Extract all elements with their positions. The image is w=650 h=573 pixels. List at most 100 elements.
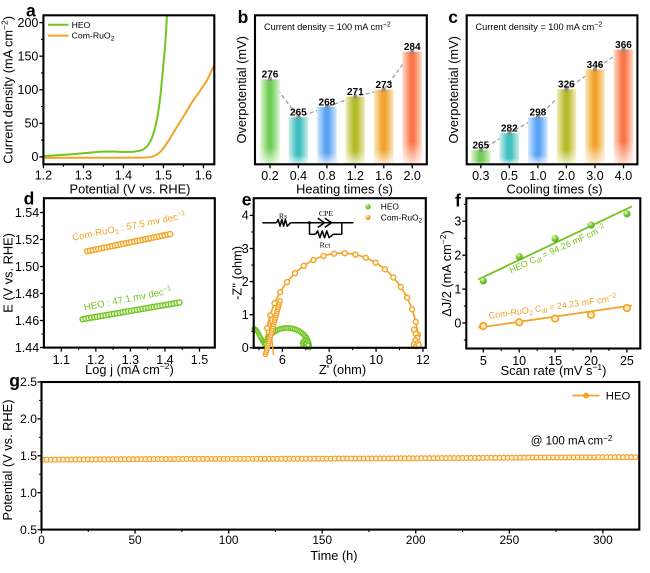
svg-text:284: 284 (404, 42, 421, 53)
svg-text:276: 276 (262, 70, 279, 81)
svg-text:1.44: 1.44 (15, 341, 39, 355)
svg-text:1.5: 1.5 (191, 353, 208, 367)
svg-text:Overpotential (mV): Overpotential (mV) (234, 36, 249, 143)
svg-text:298: 298 (530, 108, 547, 119)
svg-text:6: 6 (279, 353, 286, 367)
svg-text:d: d (24, 188, 35, 208)
svg-text:1.2: 1.2 (347, 169, 364, 183)
svg-text:326: 326 (558, 80, 575, 91)
svg-text:268: 268 (319, 97, 336, 108)
svg-text:271: 271 (347, 87, 364, 98)
svg-text:15: 15 (548, 354, 562, 368)
svg-text:HEO: HEO (381, 202, 400, 212)
svg-text:f: f (455, 190, 461, 210)
svg-text:0.5: 0.5 (20, 523, 37, 537)
svg-text:1.5: 1.5 (155, 169, 172, 183)
svg-text:Potential (V vs. RHE): Potential (V vs. RHE) (0, 400, 15, 521)
svg-text:2.0: 2.0 (558, 169, 575, 183)
svg-text:0: 0 (38, 533, 45, 547)
svg-text:CPE: CPE (319, 209, 334, 218)
svg-text:282: 282 (501, 124, 518, 135)
svg-text:1.0: 1.0 (529, 169, 546, 183)
svg-text:5: 5 (480, 354, 487, 368)
svg-text:10: 10 (369, 353, 383, 367)
svg-text:1: 1 (454, 282, 461, 296)
svg-text:50: 50 (129, 533, 143, 547)
svg-text:1.0: 1.0 (20, 486, 37, 500)
svg-text:2.5: 2.5 (20, 375, 37, 389)
svg-text:1.6: 1.6 (375, 169, 392, 183)
svg-text:E (V vs. RHE): E (V vs. RHE) (1, 233, 16, 313)
svg-text:Com-RuO2: Com-RuO2 (381, 212, 423, 224)
svg-text:4.0: 4.0 (615, 169, 632, 183)
svg-text:150: 150 (312, 533, 332, 547)
svg-text:300: 300 (593, 533, 613, 547)
svg-text:a: a (26, 1, 36, 21)
svg-text:Scan rate (mV s−1): Scan rate (mV s−1) (501, 362, 607, 378)
svg-text:1.54: 1.54 (15, 206, 39, 220)
svg-text:1.46: 1.46 (15, 314, 39, 328)
svg-text:2.0: 2.0 (20, 412, 37, 426)
svg-text:Com-RuO2: Com-RuO2 (72, 31, 115, 43)
svg-text:1.3: 1.3 (75, 169, 92, 183)
svg-text:1.4: 1.4 (115, 169, 132, 183)
svg-text:1.50: 1.50 (15, 260, 39, 274)
svg-text:1.3: 1.3 (122, 353, 139, 367)
svg-text:HEO: HEO (606, 390, 631, 402)
svg-text:4: 4 (242, 209, 249, 223)
svg-text:Current density = 100 mA cm−2: Current density = 100 mA cm−2 (264, 22, 391, 33)
svg-text:0.3: 0.3 (472, 169, 489, 183)
svg-text:@ 100 mA cm−2: @ 100 mA cm−2 (531, 434, 613, 448)
svg-text:273: 273 (375, 80, 392, 91)
svg-text:Log j (mA cm−2): Log j (mA cm−2) (85, 361, 174, 377)
svg-text:100: 100 (18, 83, 39, 97)
svg-text:1.5: 1.5 (20, 449, 37, 463)
svg-text:Rs: Rs (279, 211, 287, 220)
svg-text:Rct: Rct (320, 240, 332, 249)
svg-text:0: 0 (31, 150, 38, 164)
svg-text:c: c (448, 7, 458, 27)
svg-text:3: 3 (242, 242, 249, 256)
svg-text:265: 265 (290, 108, 307, 119)
svg-text:20: 20 (584, 354, 598, 368)
svg-text:200: 200 (406, 533, 426, 547)
svg-text:1.2: 1.2 (87, 353, 104, 367)
svg-text:150: 150 (18, 49, 39, 63)
svg-text:-Z'' (ohm): -Z'' (ohm) (229, 246, 244, 300)
svg-text:0.8: 0.8 (318, 169, 335, 183)
svg-text:3: 3 (454, 215, 461, 229)
svg-text:1.1: 1.1 (53, 353, 70, 367)
svg-text:0.5: 0.5 (501, 169, 518, 183)
svg-text:1.48: 1.48 (15, 287, 39, 301)
svg-text:Z' (ohm): Z' (ohm) (319, 362, 366, 377)
svg-text:2: 2 (242, 275, 249, 289)
svg-text:Current density (mA cm−2): Current density (mA cm−2) (0, 16, 16, 164)
svg-text:Current density = 100 mA cm−2: Current density = 100 mA cm−2 (476, 22, 603, 33)
svg-text:b: b (238, 7, 249, 27)
svg-text:2: 2 (454, 249, 461, 263)
svg-text:Potential (V vs. RHE): Potential (V vs. RHE) (70, 181, 191, 196)
svg-text:ΔJ/2 (mA cm−2): ΔJ/2 (mA cm−2) (438, 230, 454, 317)
svg-text:1: 1 (242, 308, 249, 322)
svg-text:HEO: HEO (72, 20, 91, 30)
svg-text:12: 12 (416, 353, 430, 367)
svg-text:1.4: 1.4 (156, 353, 173, 367)
svg-text:366: 366 (615, 40, 632, 51)
svg-text:50: 50 (24, 117, 38, 131)
svg-text:100: 100 (219, 533, 239, 547)
svg-text:346: 346 (587, 60, 604, 71)
svg-text:10: 10 (512, 354, 526, 368)
svg-text:265: 265 (472, 141, 489, 152)
svg-text:25: 25 (620, 354, 634, 368)
svg-text:1.52: 1.52 (15, 233, 39, 247)
svg-text:Time (h): Time (h) (310, 548, 357, 563)
svg-text:3.0: 3.0 (586, 169, 603, 183)
svg-text:2.0: 2.0 (404, 169, 421, 183)
svg-text:0: 0 (454, 316, 461, 330)
svg-text:250: 250 (499, 533, 519, 547)
svg-text:1.2: 1.2 (35, 169, 52, 183)
svg-text:e: e (242, 189, 252, 209)
svg-text:1.6: 1.6 (195, 169, 212, 183)
svg-text:Cooling times (s): Cooling times (s) (506, 181, 602, 196)
svg-text:Heating times (s): Heating times (s) (296, 181, 393, 196)
